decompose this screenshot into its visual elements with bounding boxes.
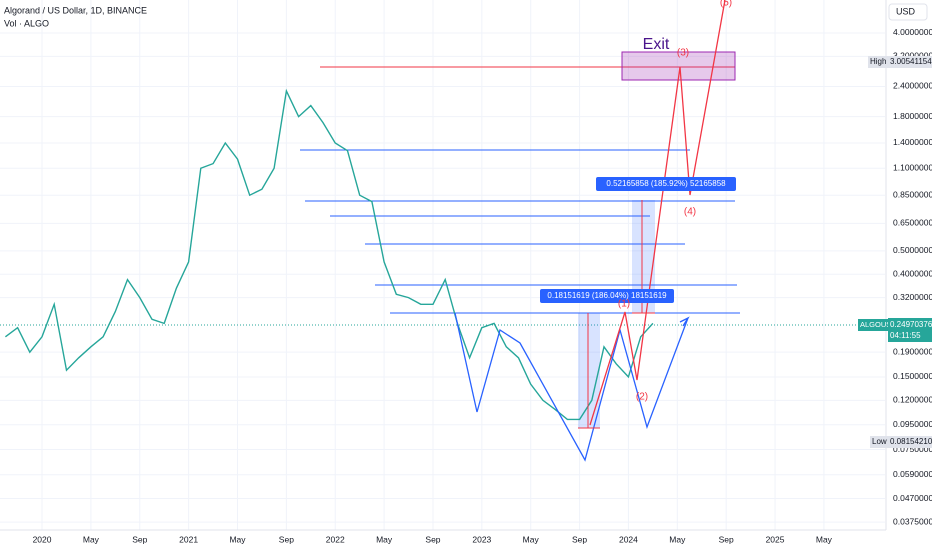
- x-tick-label: Sep: [132, 534, 147, 544]
- x-tick-label: 2020: [33, 534, 52, 544]
- low-tag: [888, 436, 932, 448]
- low-value: 0.08154210: [890, 437, 932, 446]
- y-tick-label: 0.03750000: [893, 516, 932, 526]
- chart-subtitle: Vol · ALGO: [4, 18, 49, 28]
- countdown: 04:11:55: [890, 331, 921, 340]
- high-tag: [888, 56, 932, 68]
- exit-label: Exit: [643, 36, 670, 53]
- symbol-tag: [858, 319, 888, 331]
- x-tick-label: 2024: [619, 534, 638, 544]
- wave-path: [589, 0, 726, 426]
- x-tick-label: May: [229, 534, 246, 544]
- wave-label: (5): [720, 0, 732, 9]
- x-tick-label: 2022: [326, 534, 345, 544]
- x-tick-label: Sep: [719, 534, 734, 544]
- last-price: 0.24970376: [890, 320, 932, 329]
- x-tick-label: 2025: [766, 534, 785, 544]
- measure-area: [578, 313, 600, 428]
- price-axis: [886, 0, 932, 550]
- price-line: [4, 88, 654, 421]
- wave-label: (4): [684, 207, 696, 218]
- measure-label: 0.18151619 (186.04%) 18151619: [547, 291, 667, 300]
- price: [4, 88, 654, 421]
- x-tick-label: Sep: [572, 534, 587, 544]
- x-tick-label: Sep: [279, 534, 294, 544]
- y-tick-label: 1.80000000: [893, 111, 932, 121]
- high-tag: [868, 56, 888, 68]
- wave-label: (2): [636, 392, 648, 403]
- x-tick-label: Sep: [425, 534, 440, 544]
- measure-label-box: [596, 177, 736, 191]
- low-label: Low: [872, 437, 887, 446]
- x-tick-label: May: [816, 534, 833, 544]
- high-label: High: [870, 57, 886, 66]
- x-tick-label: May: [83, 534, 100, 544]
- last-price-tag: [888, 318, 932, 342]
- wave-label: (3): [677, 48, 689, 59]
- x-axis: 2020 May Sep 2021 May Sep 2022 May Sep 2023 May Sep…: [33, 534, 833, 544]
- high-value: 3.00541154: [890, 57, 932, 66]
- currency: USD: [896, 6, 916, 16]
- currency-box: [888, 3, 928, 21]
- measure-label-box: [540, 289, 674, 303]
- symbol: ALGOUSD: [860, 320, 897, 329]
- x-tick-label: May: [523, 534, 540, 544]
- w-pattern: [454, 312, 689, 462]
- wave-label: (1): [618, 299, 630, 310]
- x-tick-label: 2023: [472, 534, 491, 544]
- low-tag: [870, 436, 888, 448]
- chart-title: Algorand / US Dollar, 1D, BINANCE: [4, 5, 147, 15]
- y-tick-label: 3.20000000: [893, 51, 932, 61]
- measure-label: 0.52165858 (185.92%) 52165858: [606, 179, 726, 188]
- x-tick-label: May: [376, 534, 393, 544]
- x-tick-label: May: [669, 534, 686, 544]
- x-tick-label: 2021: [179, 534, 198, 544]
- y-tick-label: 4.00000000: [893, 27, 932, 37]
- grid: [0, 0, 885, 530]
- arrow-head: [679, 316, 690, 327]
